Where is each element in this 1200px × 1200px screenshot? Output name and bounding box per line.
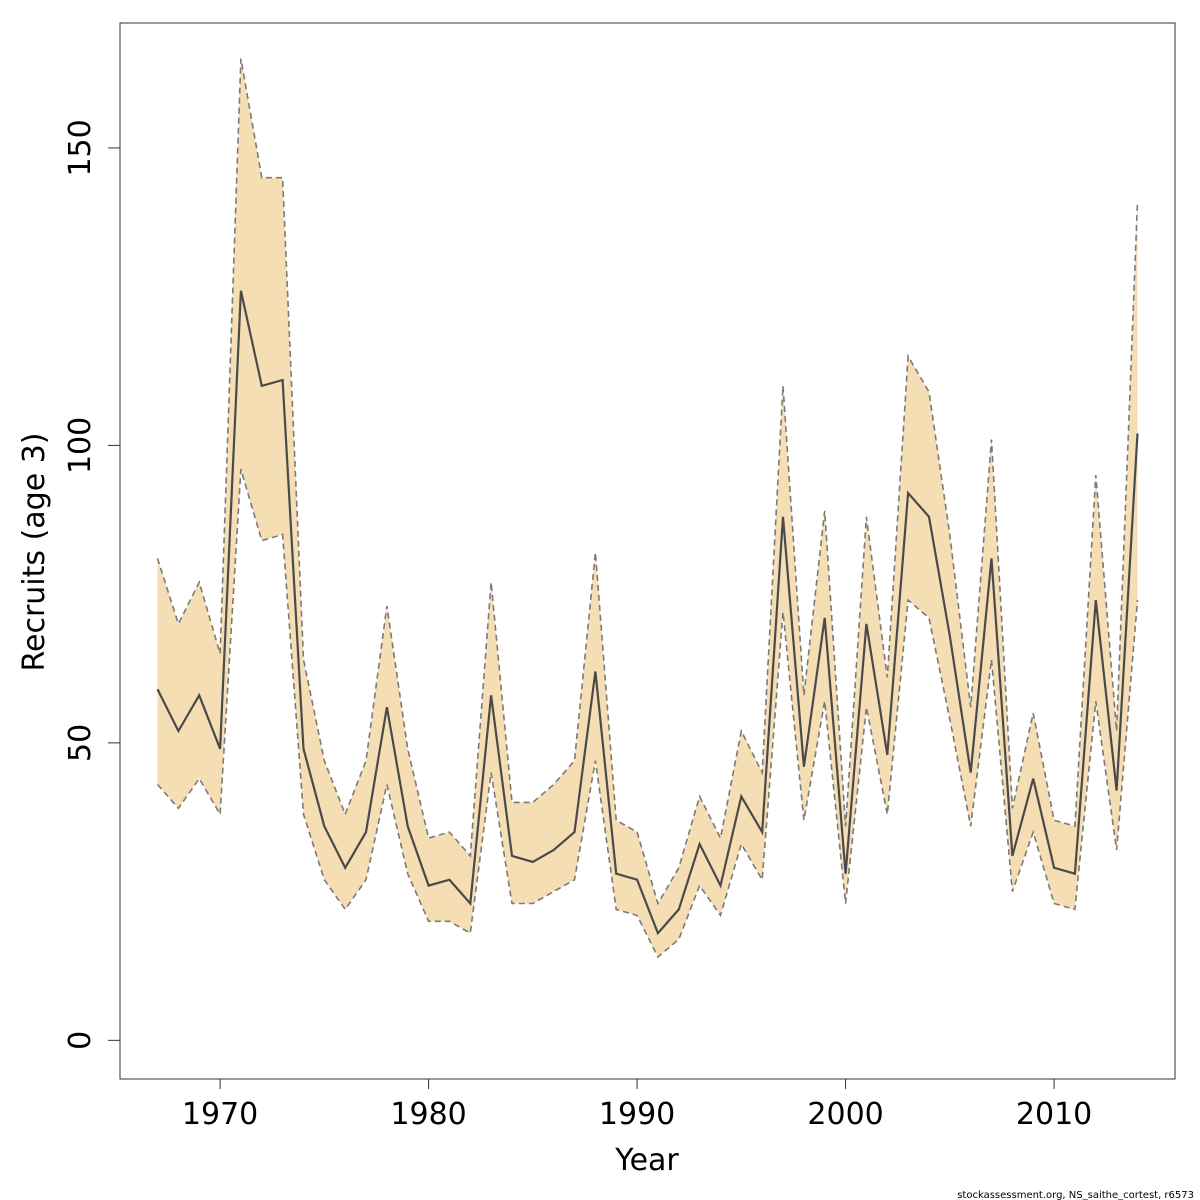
x-tick-label: 2010 bbox=[1016, 1097, 1092, 1132]
series-line-layer bbox=[156, 58, 1139, 959]
plot-frame bbox=[119, 22, 1176, 1080]
upper-bound-line bbox=[156, 58, 1139, 906]
estimate-line bbox=[156, 290, 1139, 936]
confidence-band bbox=[157, 58, 1138, 957]
y-axis: 0 50 100 150 bbox=[63, 119, 120, 1050]
x-axis: 1970 1980 1990 2000 2010 bbox=[182, 1079, 1092, 1132]
x-tick-label: 1970 bbox=[182, 1097, 258, 1132]
x-axis-title: Year bbox=[614, 1143, 679, 1178]
y-tick-label: 100 bbox=[63, 417, 98, 474]
y-axis-title: Recruits (age 3) bbox=[17, 433, 52, 672]
x-tick-label: 2000 bbox=[807, 1097, 883, 1132]
confidence-band-layer bbox=[157, 58, 1138, 957]
x-tick-label: 1990 bbox=[599, 1097, 675, 1132]
y-tick-label: 0 bbox=[63, 1031, 98, 1050]
footer-credit: stockassessment.org, NS_saithe_cortest, … bbox=[957, 1190, 1194, 1200]
y-tick-label: 150 bbox=[63, 119, 98, 176]
x-tick-label: 1980 bbox=[390, 1097, 466, 1132]
y-tick-label: 50 bbox=[63, 724, 98, 762]
